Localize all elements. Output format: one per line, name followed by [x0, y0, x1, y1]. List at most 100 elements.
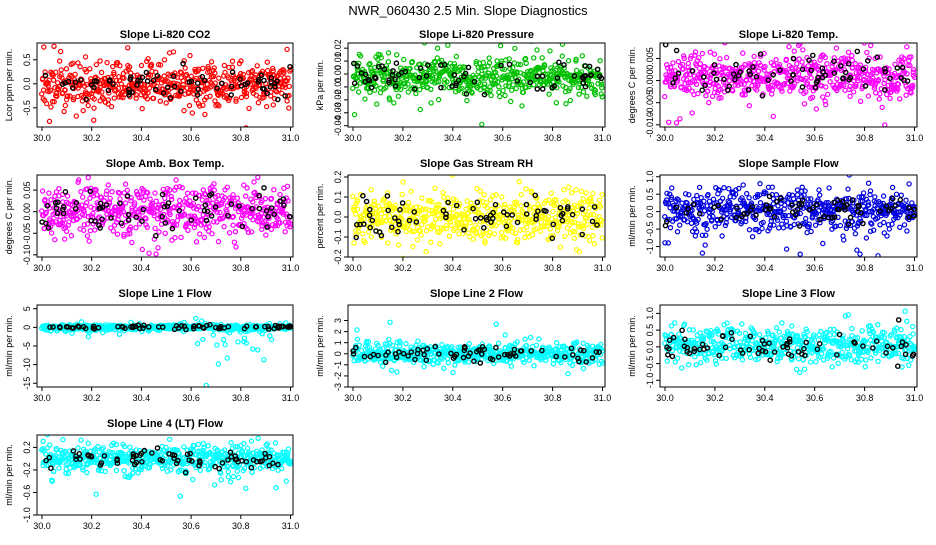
y-tick-label: -5 [22, 342, 32, 350]
highlight-point [474, 217, 478, 221]
data-point [690, 111, 694, 115]
x-tick-label: 30.0 [33, 263, 51, 273]
data-point [741, 183, 745, 187]
data-point [794, 270, 798, 274]
data-point [523, 114, 527, 118]
data-point [471, 237, 475, 241]
data-point [678, 223, 682, 227]
data-point [787, 45, 791, 49]
data-point [194, 240, 198, 244]
data-point [271, 103, 275, 107]
highlight-point [571, 213, 575, 217]
data-point [164, 101, 168, 105]
data-point [675, 230, 679, 234]
data-point [433, 186, 437, 190]
data-point [724, 221, 728, 225]
y-tick-label: 1.0 [645, 170, 655, 183]
data-point [424, 250, 428, 254]
x-tick-label: 30.2 [83, 263, 101, 273]
highlight-point [676, 71, 680, 75]
x-tick-label: 31.0 [282, 263, 300, 273]
highlight-point [154, 234, 158, 238]
data-point [244, 194, 248, 198]
x-tick-label: 30.0 [656, 263, 674, 273]
highlight-point [88, 189, 92, 193]
data-point [252, 180, 256, 184]
data-point [124, 182, 128, 186]
data-point [79, 190, 83, 194]
data-point [285, 99, 289, 103]
data-point [153, 191, 157, 195]
x-tick-label: 30.4 [444, 133, 462, 143]
data-point [848, 94, 852, 98]
data-point [905, 229, 909, 233]
highlight-point [895, 66, 899, 70]
data-point [577, 92, 581, 96]
highlight-point [807, 208, 811, 212]
data-point [59, 49, 63, 53]
data-point [104, 170, 108, 174]
data-point [429, 240, 433, 244]
highlight-point [557, 60, 561, 64]
data-point [438, 242, 442, 246]
data-points [40, 0, 293, 162]
data-point [497, 90, 501, 94]
data-point [703, 243, 707, 247]
data-point [824, 85, 828, 89]
data-point [140, 107, 144, 111]
data-point [234, 245, 238, 249]
data-point [69, 234, 73, 238]
data-point [774, 193, 778, 197]
data-point [809, 197, 813, 201]
highlight-point [126, 212, 130, 216]
data-point [86, 176, 90, 180]
data-point [446, 43, 450, 47]
data-point [239, 95, 243, 99]
x-tick-label: 30.4 [444, 263, 462, 273]
panel-title: Slope Li-820 Pressure [419, 29, 534, 41]
data-point [392, 101, 396, 105]
data-point [882, 194, 886, 198]
data-point [668, 226, 672, 230]
panel-title: Slope Amb. Box Temp. [106, 158, 225, 170]
data-point [256, 348, 260, 352]
data-point [140, 247, 144, 251]
highlight-point [196, 81, 200, 85]
data-point [88, 229, 92, 233]
y-tick-label: 0.0 [22, 78, 32, 91]
data-point [693, 234, 697, 238]
data-point [802, 102, 806, 106]
data-point [487, 56, 491, 60]
highlight-point [562, 63, 566, 67]
x-tick-label: 30.6 [182, 133, 200, 143]
data-point [215, 343, 219, 347]
highlight-point [205, 218, 209, 222]
data-point [700, 251, 704, 255]
data-point [182, 109, 186, 113]
y-tick-label: -0.1 [333, 229, 343, 245]
y-axis-label: percent per min. [315, 183, 325, 248]
data-point [497, 341, 501, 345]
data-point [86, 335, 90, 339]
data-point [453, 363, 457, 367]
data-point [720, 234, 724, 238]
highlight-point [146, 79, 150, 83]
data-point [67, 134, 71, 138]
highlight-point [265, 209, 269, 213]
highlight-point [109, 216, 113, 220]
highlight-point [675, 48, 679, 52]
highlight-point [393, 216, 397, 220]
data-point [126, 46, 130, 50]
x-tick-label: 30.4 [133, 393, 151, 403]
data-point [125, 188, 129, 192]
data-point [387, 337, 391, 341]
data-point [585, 94, 589, 98]
data-point [513, 46, 517, 50]
data-point [785, 247, 789, 251]
data-point [821, 241, 825, 245]
y-tick-label: -0.5 [645, 221, 655, 237]
data-point [514, 86, 518, 90]
